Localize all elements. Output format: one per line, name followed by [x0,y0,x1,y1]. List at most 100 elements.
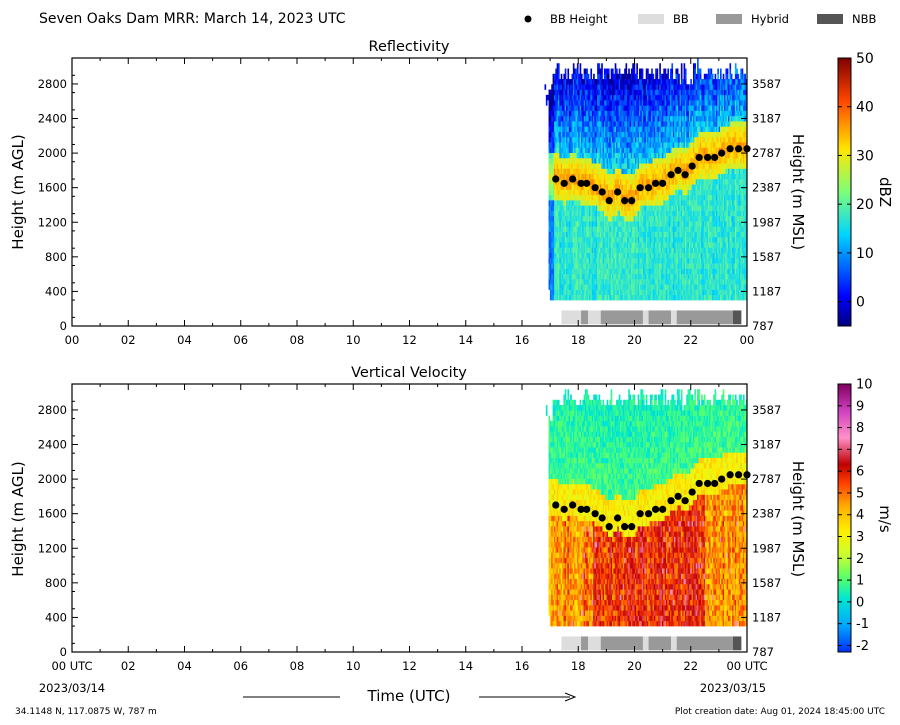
colorbar-tick-label: 50 [856,51,874,67]
y2-tick-label: 1187 [752,284,781,298]
colorbar-tick-label: 2 [856,552,864,567]
legend: BB Height BB Hybrid NBB [524,12,876,26]
bb-height-point [621,523,629,531]
bb-height-point [614,514,622,522]
bb-height-point [711,153,719,162]
x-date-end: 2023/03/15 [700,681,766,695]
legend-hybrid-label: Hybrid [751,12,789,26]
velocity-ylabel: Height (m AGL) [9,461,27,576]
bb-class-segment [588,310,601,325]
velocity-colorbar [837,383,852,653]
y-tick-label: 2000 [38,472,67,486]
bb-height-point [614,188,622,196]
x-tick-label: 12 [402,333,417,347]
x-tick-label: 16 [515,659,530,673]
bb-class-segment [671,310,677,325]
legend-nbb-swatch [817,14,843,24]
reflectivity-colorbar [837,57,852,327]
bb-height-point [628,197,636,205]
bb-height-point [569,175,577,183]
bb-class-segment [671,636,677,651]
y2-tick-label: 787 [752,645,774,659]
reflectivity-bb-height-series [552,145,751,205]
y-tick-label: 1600 [38,507,67,521]
y2-tick-label: 2387 [752,507,781,521]
x-tick-label: 12 [402,659,417,673]
y2-tick-label: 1987 [752,541,781,555]
y2-tick-label: 1587 [752,576,781,590]
x-tick-label: 06 [233,659,248,673]
reflectivity-panel: 00 02 04 06 08 10 12 14 16 18 20 22 0004008001200160… [38,57,781,347]
x-tick-label: 20 [627,333,642,347]
bb-height-point [695,153,703,162]
y-tick-label: 2800 [38,403,67,417]
y-tick-label: 2400 [38,438,67,452]
y2-tick-label: 2787 [752,472,781,486]
bb-height-point [695,479,703,488]
reflectivity-ylabel: Height (m AGL) [9,134,27,249]
x-tick-label: 18 [571,333,586,347]
bb-height-point [636,184,644,192]
legend-nbb-label: NBB [852,12,876,26]
bb-height-point [681,171,689,179]
x-tick-label: 22 [683,659,698,673]
bb-height-point [644,184,653,192]
bb-height-point [577,179,585,187]
reflectivity-title: Reflectivity [369,39,450,55]
colorbar-tick-label: 7 [856,443,864,458]
y2-tick-label: 1987 [752,215,781,229]
bb-class-segment [561,636,582,651]
velocity-bb-class-bar [561,636,742,651]
bb-class-segment [732,636,742,651]
colorbar-tick-label: 6 [856,465,864,480]
bb-class-segment [600,636,643,651]
bb-height-point [718,475,726,483]
x-tick-label: 00 [740,333,755,347]
vertical-velocity-panel: 00 UTC 02 04 06 08 10 12 14 16 18 20 22 00 UTC040080… [38,383,781,673]
y2-tick-label: 1587 [752,250,781,264]
y-tick-label: 1600 [38,181,67,195]
bb-class-segment [642,636,649,651]
colorbar-tick-label: 10 [856,378,873,393]
y2-tick-label: 3187 [752,438,781,452]
y2-tick-label: 1187 [752,610,781,624]
bb-class-segment [581,310,589,325]
bb-height-point [644,510,653,518]
x-tick-label: 14 [458,333,473,347]
reflectivity-colorbar-label: dBZ [876,177,894,207]
bb-height-point [651,179,660,187]
bb-height-point [667,171,675,179]
y-tick-label: 800 [45,250,67,264]
velocity-bb-height-series [552,471,751,531]
x-tick-label: 18 [571,659,586,673]
x-tick-label: 04 [177,333,192,347]
y2-tick-label: 787 [752,319,774,333]
bb-class-segment [648,310,672,325]
colorbar-tick-label: 8 [856,421,864,436]
bb-class-segment [732,310,742,325]
velocity-title: Vertical Velocity [351,365,467,381]
bb-height-point [560,505,568,513]
y-tick-label: 0 [60,319,67,333]
colorbar-tick-label: 5 [856,486,864,501]
bb-height-point [583,179,591,187]
x-date-start: 2023/03/14 [39,681,105,695]
y-tick-label: 400 [45,284,67,298]
time-arrow-head [564,692,577,702]
colorbar-tick-label: -1 [856,617,869,632]
x-tick-label: 08 [290,659,305,673]
bb-height-point [734,471,743,479]
bb-class-segment [676,636,733,651]
colorbar-tick-label: 3 [856,530,864,545]
y-tick-label: 2400 [38,112,67,126]
bb-height-point [591,184,599,192]
colorbar-tick-label: 30 [856,148,874,164]
x-axis-label: Time (UTC) [367,687,451,705]
bb-height-point [704,153,712,162]
legend-hybrid-swatch [716,14,742,24]
bb-height-point [734,145,743,153]
x-tick-label: 14 [458,659,473,673]
bb-class-segment [676,310,733,325]
colorbar-tick-label: 9 [856,399,864,414]
bb-height-point [560,179,568,187]
